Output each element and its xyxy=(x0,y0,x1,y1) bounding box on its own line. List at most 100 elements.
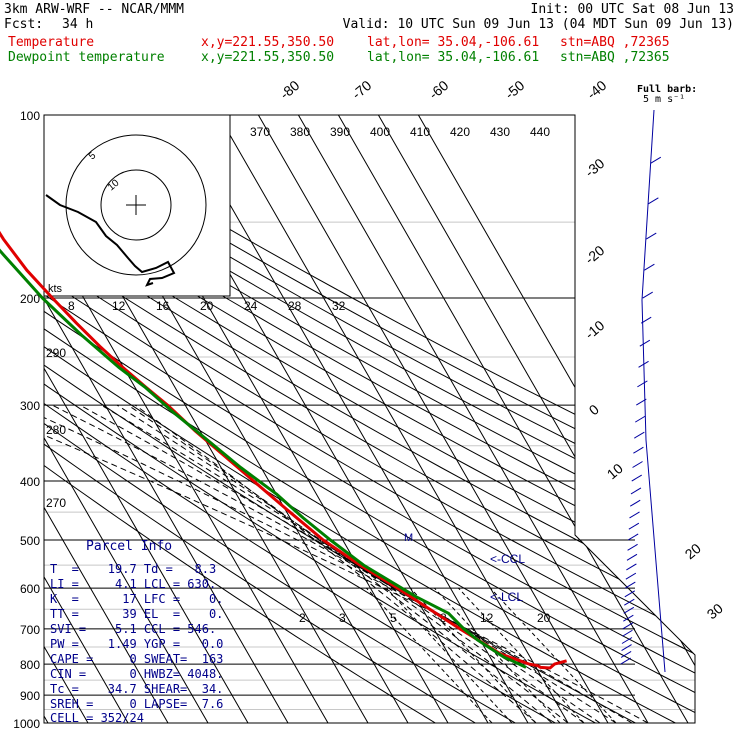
wind-barb xyxy=(628,522,640,530)
forecast-label: Fcst: xyxy=(4,17,44,32)
pressure-tick-label: 500 xyxy=(20,534,40,548)
mixing-ratio-line xyxy=(386,587,513,723)
dry-adiabat xyxy=(44,115,516,723)
wind-barb xyxy=(640,316,652,324)
mixing-ratio-label: 20 xyxy=(537,611,551,625)
wind-barb xyxy=(650,156,662,164)
isotherm-line xyxy=(44,115,169,723)
pressure-tick-label: 800 xyxy=(20,658,40,672)
dry-adiabat xyxy=(44,115,695,723)
isotherm-line xyxy=(377,115,695,723)
dewpoint-legend: Dewpoint temperature xyxy=(8,50,165,65)
wind-barb xyxy=(638,360,649,368)
wind-barb xyxy=(625,581,636,589)
dry-adiabat xyxy=(44,115,676,723)
parcel-row: LI = 4.1 LCL = 630. xyxy=(50,577,217,591)
parcel-row: CIN = 0 HWBZ= 4048. xyxy=(50,667,224,681)
wind-barb xyxy=(644,263,655,271)
lcl-marker: <-LCL xyxy=(490,590,523,604)
moist-adiabat xyxy=(51,404,617,723)
isotherm-label: -10 xyxy=(582,317,608,342)
wind-barb xyxy=(645,232,657,240)
hodograph-speed-label: 24 xyxy=(244,299,258,313)
model-title: 3km ARW-WRF -- NCAR/MMM xyxy=(4,2,185,17)
dry-adiabat xyxy=(44,115,476,723)
isotherm-line xyxy=(44,115,129,723)
isotherm-label: -70 xyxy=(349,77,375,102)
dry-adiabat xyxy=(44,115,695,723)
dry-adiabat xyxy=(44,115,695,723)
isotherm-line xyxy=(297,115,649,723)
dewpoint-station: stn=ABQ ,72365 xyxy=(560,50,670,65)
wind-barb xyxy=(648,197,659,205)
parcel-info-panel: Parcel Info T = 19.7 Td = 8.3 LI = 4.1 L… xyxy=(48,537,238,733)
mixing-ratio-line xyxy=(410,587,537,723)
parcel-row: Tc = 34.7 SHEAR= 34. xyxy=(50,682,224,696)
mixing-ratio-label: 2 xyxy=(299,611,306,625)
theta-label: 440 xyxy=(530,125,550,139)
dry-adiabat xyxy=(44,115,695,723)
theta-side-label: 290 xyxy=(46,346,66,360)
dry-adiabat xyxy=(44,115,436,723)
isotherm-label: 30 xyxy=(704,600,726,622)
wind-barb xyxy=(634,431,645,439)
dry-adiabat xyxy=(44,115,695,723)
hodograph-ring-label: 5 xyxy=(87,150,99,162)
pressure-tick-label: 600 xyxy=(20,582,40,596)
isotherm-line xyxy=(257,115,609,723)
wind-barb-unit: 5 m s⁻¹ xyxy=(643,94,686,105)
hodograph-speed-label: 16 xyxy=(156,299,170,313)
isotherm-label: -40 xyxy=(584,77,610,102)
moist-adiabat xyxy=(127,404,553,723)
pressure-tick-label: 200 xyxy=(20,292,40,306)
mixing-ratio-label: 3 xyxy=(339,611,346,625)
wind-barb xyxy=(627,543,638,551)
wind-barb xyxy=(623,606,635,614)
wind-barb xyxy=(621,644,632,651)
isotherm-line xyxy=(44,115,209,723)
dewpoint-xy: x,y=221.55,350.50 xyxy=(201,50,335,65)
mixing-ratio-line xyxy=(434,587,561,723)
wind-barb xyxy=(642,291,653,299)
hodograph-speed-label: 20 xyxy=(200,299,214,313)
pressure-tick-label: 900 xyxy=(20,689,40,703)
wind-barb xyxy=(639,339,651,347)
isotherm-label: 10 xyxy=(604,460,626,482)
hodograph-units: kts xyxy=(48,283,63,295)
isotherm-label: 20 xyxy=(682,540,704,562)
hodograph-speed-label: 8 xyxy=(68,299,75,313)
dry-adiabat xyxy=(44,115,695,723)
mixing-ratio-label: 12 xyxy=(480,611,494,625)
wind-barb xyxy=(622,622,634,630)
dry-adiabat xyxy=(44,115,695,723)
moist-adiabat xyxy=(100,404,585,723)
wind-barb xyxy=(635,415,646,423)
temperature-legend: Temperature xyxy=(8,35,95,50)
parcel-row: CELL = 352/24 xyxy=(50,711,144,725)
level-marker: M xyxy=(404,532,413,544)
isotherm-line xyxy=(177,115,529,723)
wind-barb xyxy=(626,553,638,561)
dry-adiabat xyxy=(44,115,556,723)
wind-barb xyxy=(626,563,637,571)
plot-frame xyxy=(43,114,696,724)
theta-label: 400 xyxy=(370,125,390,139)
isotherm-line xyxy=(44,115,289,723)
theta-label: 390 xyxy=(330,125,350,139)
pressure-tick-label: 100 xyxy=(20,109,40,123)
pressure-tick-label: 400 xyxy=(20,475,40,489)
theta-label: 410 xyxy=(410,125,430,139)
isotherm-line xyxy=(44,115,249,723)
theta-label: 370 xyxy=(250,125,270,139)
parcel-row: TT = 39 EL = 0. xyxy=(50,607,224,621)
isotherm-line xyxy=(337,115,689,723)
wind-barb-legend: Full barb: xyxy=(637,84,698,95)
ccl-marker: <-CCL xyxy=(490,552,525,566)
isotherm-line xyxy=(0,115,8,723)
isotherm-label: -80 xyxy=(277,77,303,102)
wind-barb xyxy=(630,487,642,495)
isotherm-label: -20 xyxy=(582,242,608,267)
mixing-ratio-line xyxy=(458,587,585,723)
